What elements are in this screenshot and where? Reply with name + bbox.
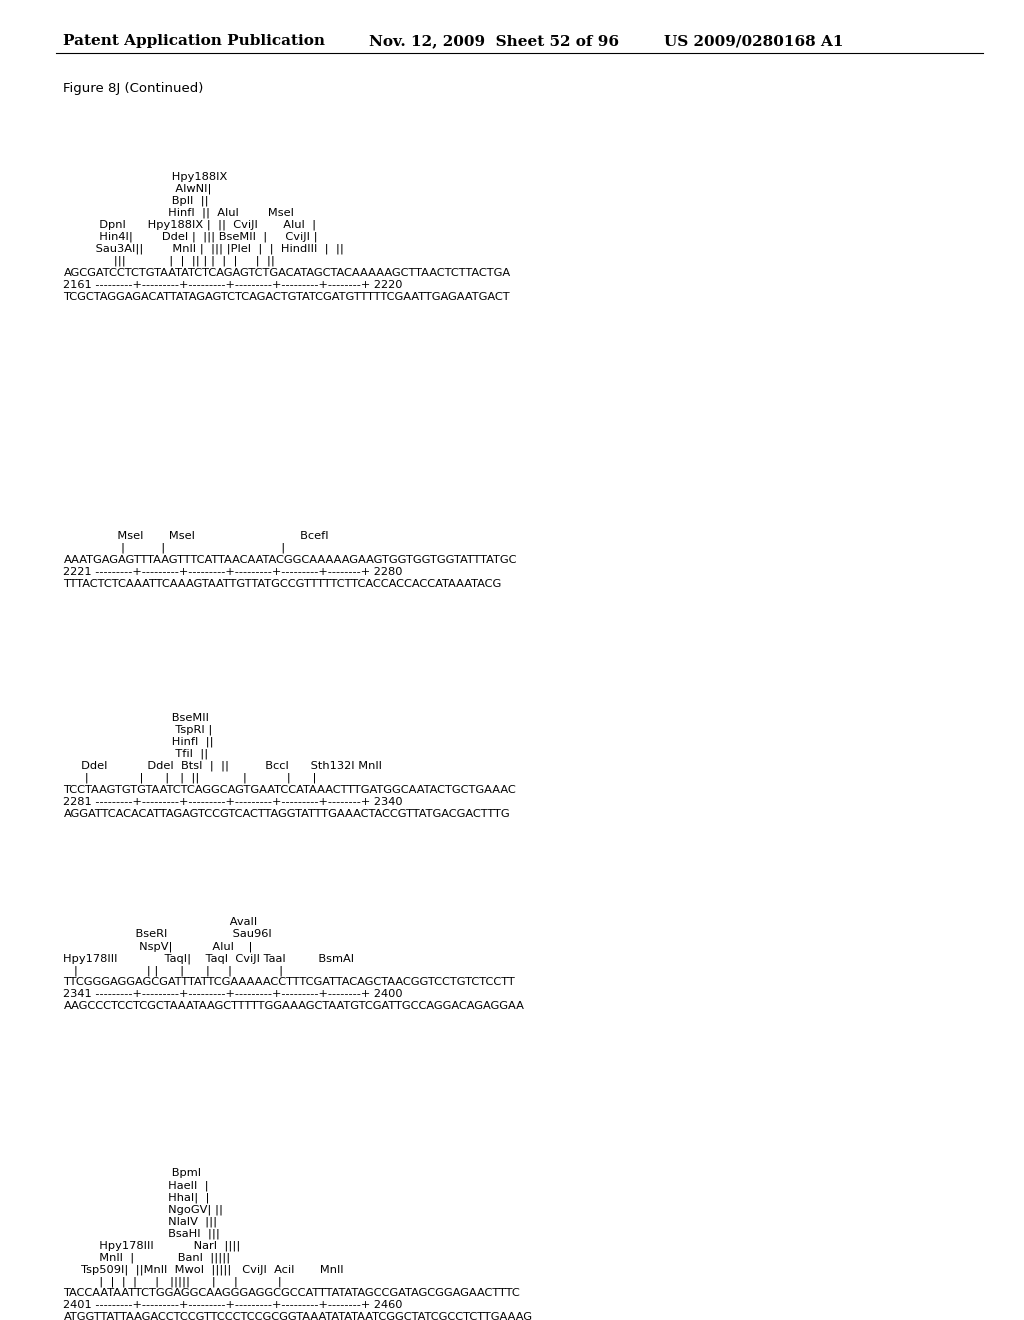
Text: BseMII: BseMII bbox=[63, 713, 210, 723]
Text: Tsp509I|  ||MnlI  MwoI  |||||   CviJI  AciI       MnlI: Tsp509I| ||MnlI MwoI ||||| CviJI AciI Mn… bbox=[63, 1265, 344, 1275]
Text: TCGCTAGGAGACATTATAGAGTCTCAGACTGTATCGATGTTTTTCGAATTGAGAATGACT: TCGCTAGGAGACATTATAGAGTCTCAGACTGTATCGATGT… bbox=[63, 292, 510, 301]
Text: AGGATTCACACATTAGAGTCCGTCACTTAGGTATTTGAAACTACCGTTATGACGACTTTG: AGGATTCACACATTAGAGTCCGTCACTTAGGTATTTGAAA… bbox=[63, 809, 510, 818]
Text: HhaI|  |: HhaI| | bbox=[63, 1192, 210, 1203]
Text: AvaII: AvaII bbox=[63, 917, 258, 928]
Text: TfiI  ||: TfiI || bbox=[63, 748, 209, 759]
Text: MseI       MseI                             BcefI: MseI MseI BcefI bbox=[63, 531, 329, 541]
Text: BpmI: BpmI bbox=[63, 1168, 202, 1179]
Text: MnlI  |            BanI  |||||: MnlI | BanI ||||| bbox=[63, 1253, 230, 1263]
Text: AAGCCCTCCTCGCTAAATAAGCTTTTTGGAAAGCTAATGTCGATTGCCAGGACAGAGGAA: AAGCCCTCCTCGCTAAATAAGCTTTTTGGAAAGCTAATGT… bbox=[63, 1002, 524, 1011]
Text: Figure 8J (Continued): Figure 8J (Continued) bbox=[63, 82, 204, 95]
Text: DpnI      Hpy188IX |  ||  CviJI       AluI  |: DpnI Hpy188IX | || CviJI AluI | bbox=[63, 219, 316, 230]
Text: 2281 ---------+---------+---------+---------+---------+--------+ 2340: 2281 ---------+---------+---------+-----… bbox=[63, 797, 403, 807]
Text: Hpy188IX: Hpy188IX bbox=[63, 172, 227, 182]
Text: HinfI  ||  AluI        MseI: HinfI || AluI MseI bbox=[63, 207, 295, 218]
Text: HaeII  |: HaeII | bbox=[63, 1180, 209, 1191]
Text: Hpy178III           NarI  ||||: Hpy178III NarI |||| bbox=[63, 1241, 241, 1251]
Text: 2161 ---------+---------+---------+---------+---------+--------+ 2220: 2161 ---------+---------+---------+-----… bbox=[63, 280, 403, 289]
Text: Sau3AI||        MnlI |  ||| |PleI  |  |  HindIII  |  ||: Sau3AI|| MnlI | ||| |PleI | | HindIII | … bbox=[63, 244, 344, 253]
Text: AlwNI|: AlwNI| bbox=[63, 183, 212, 194]
Text: 2401 ---------+---------+---------+---------+---------+--------+ 2460: 2401 ---------+---------+---------+-----… bbox=[63, 1300, 403, 1311]
Text: US 2009/0280168 A1: US 2009/0280168 A1 bbox=[664, 34, 843, 49]
Text: TspRI |: TspRI | bbox=[63, 725, 213, 735]
Text: BsaHI  |||: BsaHI ||| bbox=[63, 1228, 220, 1238]
Text: 2341 ---------+---------+---------+---------+---------+--------+ 2400: 2341 ---------+---------+---------+-----… bbox=[63, 990, 403, 999]
Text: TTTACTCTCAAATTCAAAGTAATTGTTATGCCGTTTTTCTTCACCACCACCATAAATACG: TTTACTCTCAAATTCAAAGTAATTGTTATGCCGTTTTTCT… bbox=[63, 578, 502, 589]
Text: HinfI  ||: HinfI || bbox=[63, 737, 214, 747]
Text: |||            |  |  || | |  |  |     |  ||: ||| | | || | | | | | || bbox=[63, 256, 275, 267]
Text: AGCGATCCTCTGTAATATCTCAGAGTCTGACATAGCTACAAAAAGCTTAACTCTTACTGA: AGCGATCCTCTGTAATATCTCAGAGTCTGACATAGCTACA… bbox=[63, 268, 511, 277]
Text: |  |  |  |     |   |||||      |     |           |: | | | | | ||||| | | | bbox=[63, 1276, 283, 1287]
Text: BplI  ||: BplI || bbox=[63, 195, 209, 206]
Text: Hin4I|        DdeI |  ||| BseMII  |     CviJI |: Hin4I| DdeI | ||| BseMII | CviJI | bbox=[63, 231, 318, 242]
Text: NgoGV| ||: NgoGV| || bbox=[63, 1204, 223, 1214]
Text: |          |                                |: | | | bbox=[63, 543, 286, 553]
Text: 2221 ---------+---------+---------+---------+---------+--------+ 2280: 2221 ---------+---------+---------+-----… bbox=[63, 566, 403, 577]
Text: |                   | |      |      |     |             |: | | | | | | | bbox=[63, 965, 284, 975]
Text: Patent Application Publication: Patent Application Publication bbox=[63, 34, 326, 49]
Text: TTCGGGAGGAGCGATTTATTCGAAAAACCTTTCGATTACAGCTAACGGTCCTGTCTCCTT: TTCGGGAGGAGCGATTTATTCGAAAAACCTTTCGATTACA… bbox=[63, 977, 515, 987]
Text: Hpy178III             TaqI|    TaqI  CviJI TaaI         BsmAI: Hpy178III TaqI| TaqI CviJI TaaI BsmAI bbox=[63, 953, 354, 964]
Text: NlaIV  |||: NlaIV ||| bbox=[63, 1216, 218, 1226]
Text: TCCTAAGTGTGTAATCTCAGGCAGTGAATCCATAAACTTTGATGGCAATACTGCTGAAAC: TCCTAAGTGTGTAATCTCAGGCAGTGAATCCATAAACTTT… bbox=[63, 785, 516, 795]
Text: |              |      |   |  ||            |           |      |: | | | | || | | | bbox=[63, 772, 317, 783]
Text: TACCAATAATTCTGGAGGCAAGGGAGGCGCCATTTATATAGCCGATAGCGGAGAACTTTC: TACCAATAATTCTGGAGGCAAGGGAGGCGCCATTTATATA… bbox=[63, 1288, 520, 1298]
Text: DdeI           DdeI  BtsI  |  ||          BccI      Sth132I MnlI: DdeI DdeI BtsI | || BccI Sth132I MnlI bbox=[63, 760, 383, 771]
Text: ATGGTTATTAAGACCTCCGTTCCCTCCGCGGTAAATATATAATCGGCTATCGCCTCTTGAAAG: ATGGTTATTAAGACCTCCGTTCCCTCCGCGGTAAATATAT… bbox=[63, 1312, 532, 1320]
Text: NspV|           AluI    |: NspV| AluI | bbox=[63, 941, 253, 952]
Text: AAATGAGAGTTTAAGTTTCATTAACAATACGGCAAAAAGAAGTGGTGGTGGTATTTATGC: AAATGAGAGTTTAAGTTTCATTAACAATACGGCAAAAAGA… bbox=[63, 554, 517, 565]
Text: Nov. 12, 2009  Sheet 52 of 96: Nov. 12, 2009 Sheet 52 of 96 bbox=[369, 34, 618, 49]
Text: BseRI                  Sau96I: BseRI Sau96I bbox=[63, 929, 272, 940]
